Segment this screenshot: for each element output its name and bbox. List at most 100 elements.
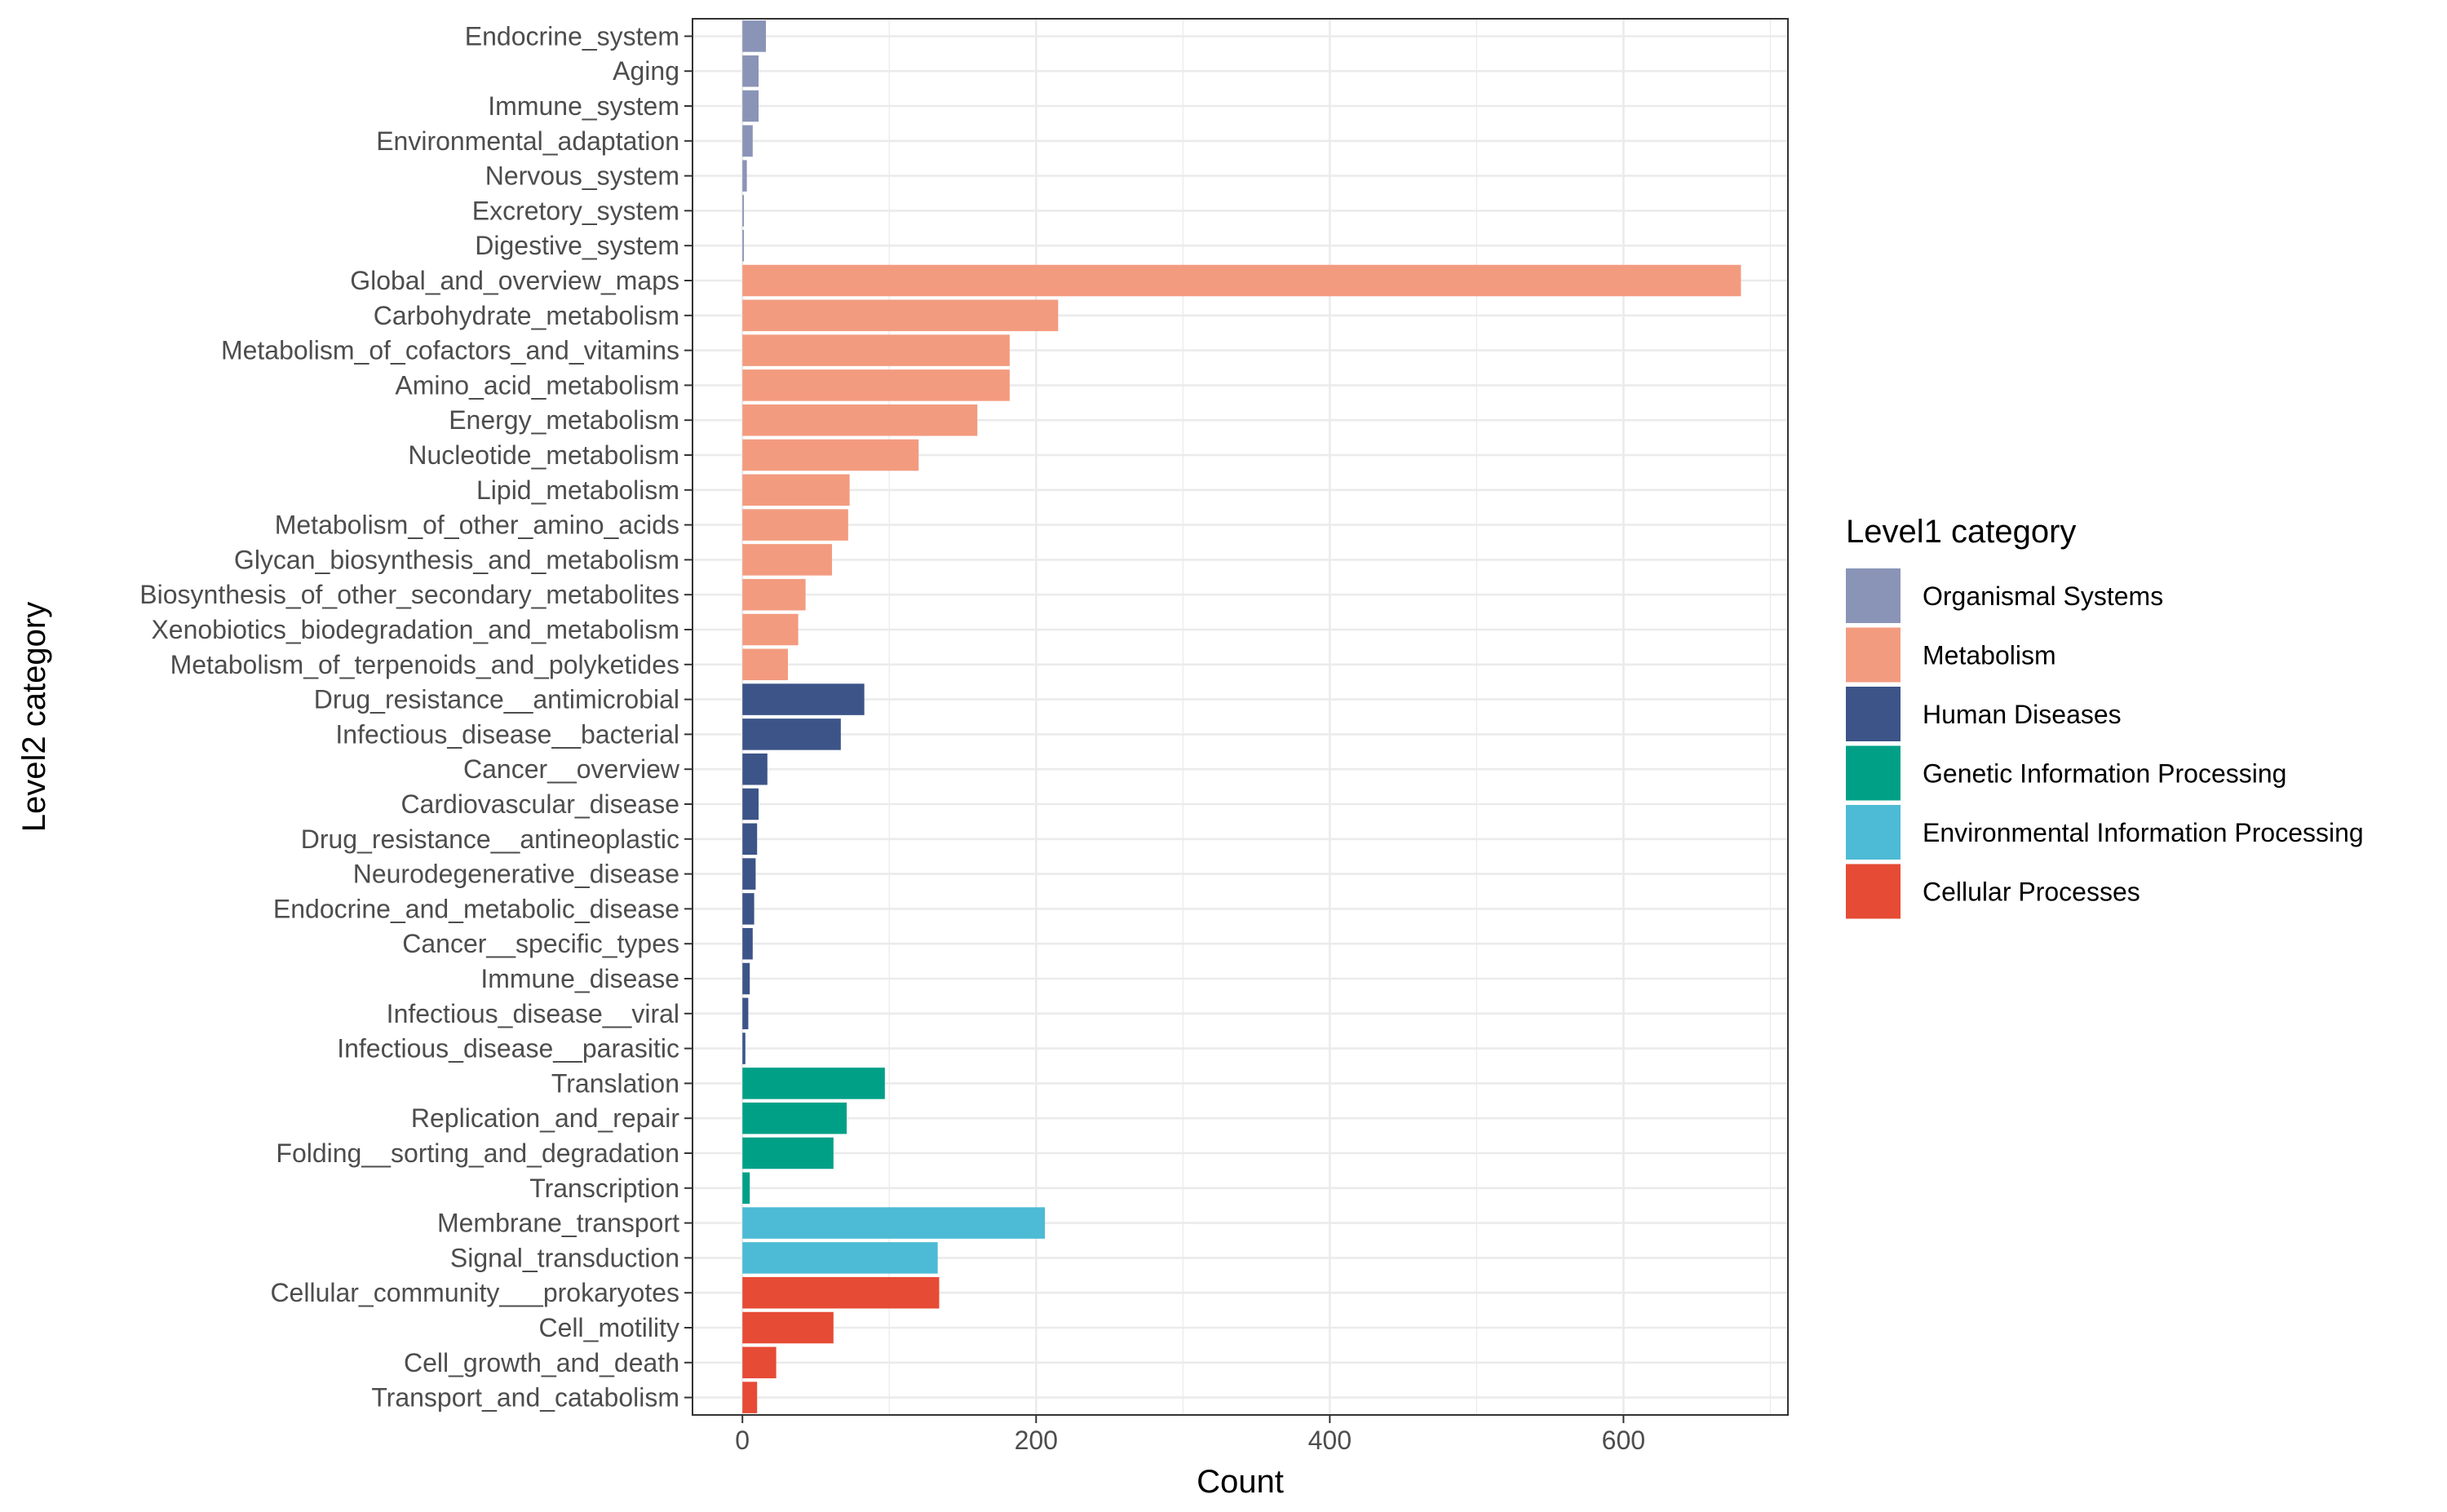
y-tick-label: Transcription — [529, 1174, 679, 1203]
y-tick-label: Infectious_disease__bacterial — [335, 719, 679, 749]
bar — [742, 474, 850, 506]
y-tick-label: Cell_motility — [539, 1313, 679, 1342]
legend-label: Environmental Information Processing — [1923, 818, 2364, 847]
y-tick-label: Translation — [551, 1068, 679, 1098]
y-tick-label: Immune_disease — [480, 964, 679, 993]
y-tick-label: Metabolism_of_cofactors_and_vitamins — [221, 336, 679, 365]
y-tick-label: Energy_metabolism — [449, 405, 679, 435]
legend-swatch — [1846, 805, 1901, 860]
bar — [742, 858, 756, 890]
y-axis-title: Level2 category — [16, 602, 52, 832]
y-tick-label: Replication_and_repair — [411, 1103, 679, 1133]
y-tick-label: Amino_acid_metabolism — [395, 370, 679, 400]
legend-swatch — [1846, 745, 1901, 801]
bar — [742, 893, 754, 925]
y-tick-label: Global_and_overview_maps — [350, 266, 679, 295]
bar — [742, 90, 759, 122]
bar — [742, 997, 749, 1030]
y-tick-label: Drug_resistance__antimicrobial — [314, 685, 679, 714]
y-tick-label: Glycan_biosynthesis_and_metabolism — [234, 545, 679, 574]
bar — [742, 1242, 938, 1274]
x-tick-label: 600 — [1602, 1426, 1645, 1455]
bar — [742, 264, 1741, 297]
bar — [742, 55, 759, 87]
x-tick-label: 200 — [1015, 1426, 1058, 1455]
y-tick-label: Cellular_community___prokaryotes — [270, 1278, 679, 1307]
y-tick-label: Membrane_transport — [437, 1209, 679, 1238]
bar — [742, 927, 753, 960]
bar — [742, 1172, 750, 1205]
bar — [742, 125, 753, 157]
y-tick-label: Excretory_system — [472, 196, 679, 225]
y-tick-label: Folding__sorting_and_degradation — [276, 1138, 679, 1168]
y-tick-label: Immune_system — [488, 91, 679, 121]
bar — [742, 299, 1059, 332]
y-tick-label: Metabolism_of_other_amino_acids — [275, 511, 679, 540]
bar — [742, 20, 767, 52]
bar — [742, 195, 745, 227]
y-tick-label: Biosynthesis_of_other_secondary_metaboli… — [139, 580, 679, 609]
y-tick-label: Environmental_adaptation — [376, 126, 679, 156]
y-tick-label: Signal_transduction — [450, 1243, 679, 1272]
y-tick-label: Neurodegenerative_disease — [353, 860, 679, 889]
bars-group — [742, 20, 1741, 1413]
y-tick-label: Infectious_disease__parasitic — [337, 1034, 679, 1063]
bar — [742, 1207, 1046, 1239]
bar — [742, 718, 841, 750]
bar — [742, 439, 919, 471]
bar — [742, 509, 848, 541]
legend-swatch — [1846, 687, 1901, 741]
x-axis-title: Count — [1197, 1464, 1284, 1500]
x-axis-ticks: 0 200 400 600 — [735, 1415, 1645, 1455]
y-axis-ticks: Endocrine_system Aging Immune_system Enviro… — [139, 21, 693, 1413]
y-tick-label: Drug_resistance__antineoplastic — [301, 825, 679, 854]
bar — [742, 578, 806, 611]
y-tick-label: Cancer__overview — [463, 754, 680, 784]
grid-lines — [693, 19, 1788, 1415]
legend-label: Human Diseases — [1923, 700, 2122, 729]
bar — [742, 1346, 777, 1379]
y-tick-label: Carbohydrate_metabolism — [374, 301, 679, 330]
legend-swatch — [1846, 864, 1901, 919]
y-tick-label: Metabolism_of_terpenoids_and_polyketides — [170, 650, 679, 679]
y-tick-label: Digestive_system — [475, 231, 679, 260]
y-tick-label: Endocrine_system — [465, 21, 679, 51]
bar — [742, 1032, 746, 1064]
legend: Level1 category Organismal Systems Metabo… — [1846, 514, 2364, 919]
bar — [742, 1311, 834, 1344]
y-tick-label: Nucleotide_metabolism — [408, 440, 679, 470]
bar — [742, 962, 750, 995]
bar — [742, 1382, 758, 1413]
y-tick-label: Xenobiotics_biodegradation_and_metabolis… — [151, 615, 679, 644]
bar — [742, 229, 745, 262]
legend-label: Metabolism — [1923, 641, 2056, 670]
bar — [742, 1276, 940, 1309]
y-tick-label: Infectious_disease__viral — [387, 999, 679, 1028]
legend-label: Organismal Systems — [1923, 581, 2163, 611]
y-tick-label: Lipid_metabolism — [476, 475, 679, 505]
bar — [742, 648, 789, 681]
legend-label: Cellular Processes — [1923, 878, 2140, 907]
panel-border — [692, 18, 1789, 1416]
y-tick-label: Endocrine_and_metabolic_disease — [273, 894, 679, 923]
y-tick-label: Cancer__specific_types — [402, 929, 679, 958]
y-tick-label: Cardiovascular_disease — [400, 789, 679, 819]
bar — [742, 823, 758, 855]
x-tick-label: 0 — [735, 1426, 750, 1455]
y-tick-label: Nervous_system — [485, 161, 679, 191]
legend-title: Level1 category — [1846, 514, 2076, 550]
legend-swatch — [1846, 627, 1901, 683]
y-tick-label: Aging — [613, 56, 679, 86]
bar — [742, 334, 1010, 366]
bar — [742, 788, 759, 820]
legend-label: Genetic Information Processing — [1923, 759, 2286, 789]
bar — [742, 160, 747, 192]
bar — [742, 753, 768, 785]
bar — [742, 683, 865, 715]
bar — [742, 1102, 847, 1134]
bar — [742, 369, 1010, 401]
bar — [742, 1068, 885, 1099]
bar — [742, 544, 833, 576]
y-tick-label: Transport_and_catabolism — [371, 1383, 679, 1413]
